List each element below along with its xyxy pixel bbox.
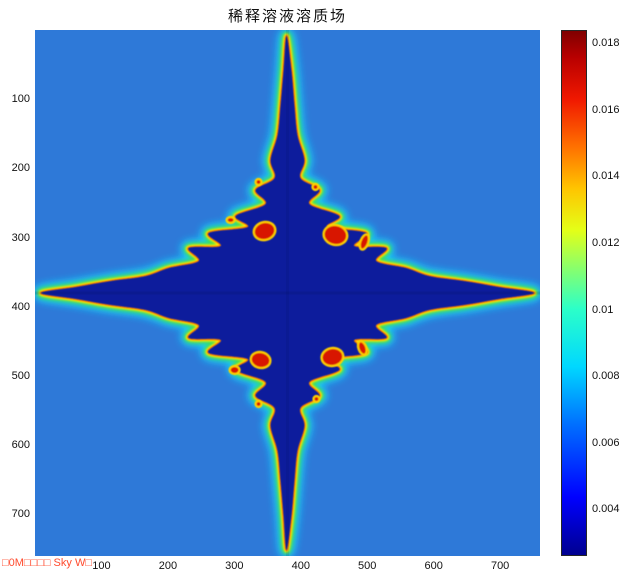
x-tick-label: 300 — [225, 560, 244, 572]
colorbar-tick-label: 0.018 — [592, 37, 620, 50]
solute-pocket — [254, 399, 263, 409]
colorbar — [561, 30, 587, 556]
colorbar-tick-label: 0.016 — [592, 103, 620, 116]
y-tick-label: 500 — [11, 370, 30, 383]
watermark: □0M□□□□ Sky W□ — [2, 557, 92, 569]
y-tick-label: 100 — [11, 93, 30, 106]
solute-field-svg — [35, 30, 540, 556]
x-tick-label: 600 — [424, 560, 443, 572]
x-tick-label: 700 — [490, 560, 510, 572]
solute-pocket — [249, 350, 272, 370]
x-tick-label: 400 — [291, 560, 310, 572]
x-tick-label: 500 — [358, 560, 377, 572]
solute-pocket — [311, 182, 320, 192]
solute-pocket — [228, 364, 241, 376]
colorbar-tick-label: 0.01 — [592, 303, 614, 316]
x-tick-label: 200 — [158, 560, 178, 572]
solute-pocket — [358, 233, 371, 251]
solute-pocket — [356, 340, 368, 356]
chart-title: 稀释溶液溶质场 — [227, 9, 347, 25]
solute-pocket — [320, 346, 345, 368]
colorbar-tick-label: 0.004 — [592, 503, 620, 516]
solute-pocket — [322, 223, 349, 247]
y-tick-label: 400 — [11, 300, 30, 313]
y-tick-label: 200 — [11, 162, 30, 175]
solute-pocket — [254, 177, 263, 187]
x-tick-label: 100 — [92, 560, 111, 572]
solute-pocket — [252, 220, 277, 242]
colorbar-tick-label: 0.012 — [592, 237, 620, 250]
heatmap-plot — [35, 30, 540, 556]
colorbar-tick-label: 0.006 — [592, 436, 620, 449]
y-tick-label: 300 — [11, 231, 30, 244]
y-tick-label: 700 — [11, 508, 30, 521]
solute-pocket — [312, 394, 321, 404]
colorbar-tick-label: 0.014 — [592, 170, 620, 183]
solute-pocket — [225, 215, 236, 225]
dendrite-body — [40, 36, 535, 550]
y-tick-label: 600 — [11, 439, 30, 452]
colorbar-tick-label: 0.008 — [592, 370, 620, 383]
